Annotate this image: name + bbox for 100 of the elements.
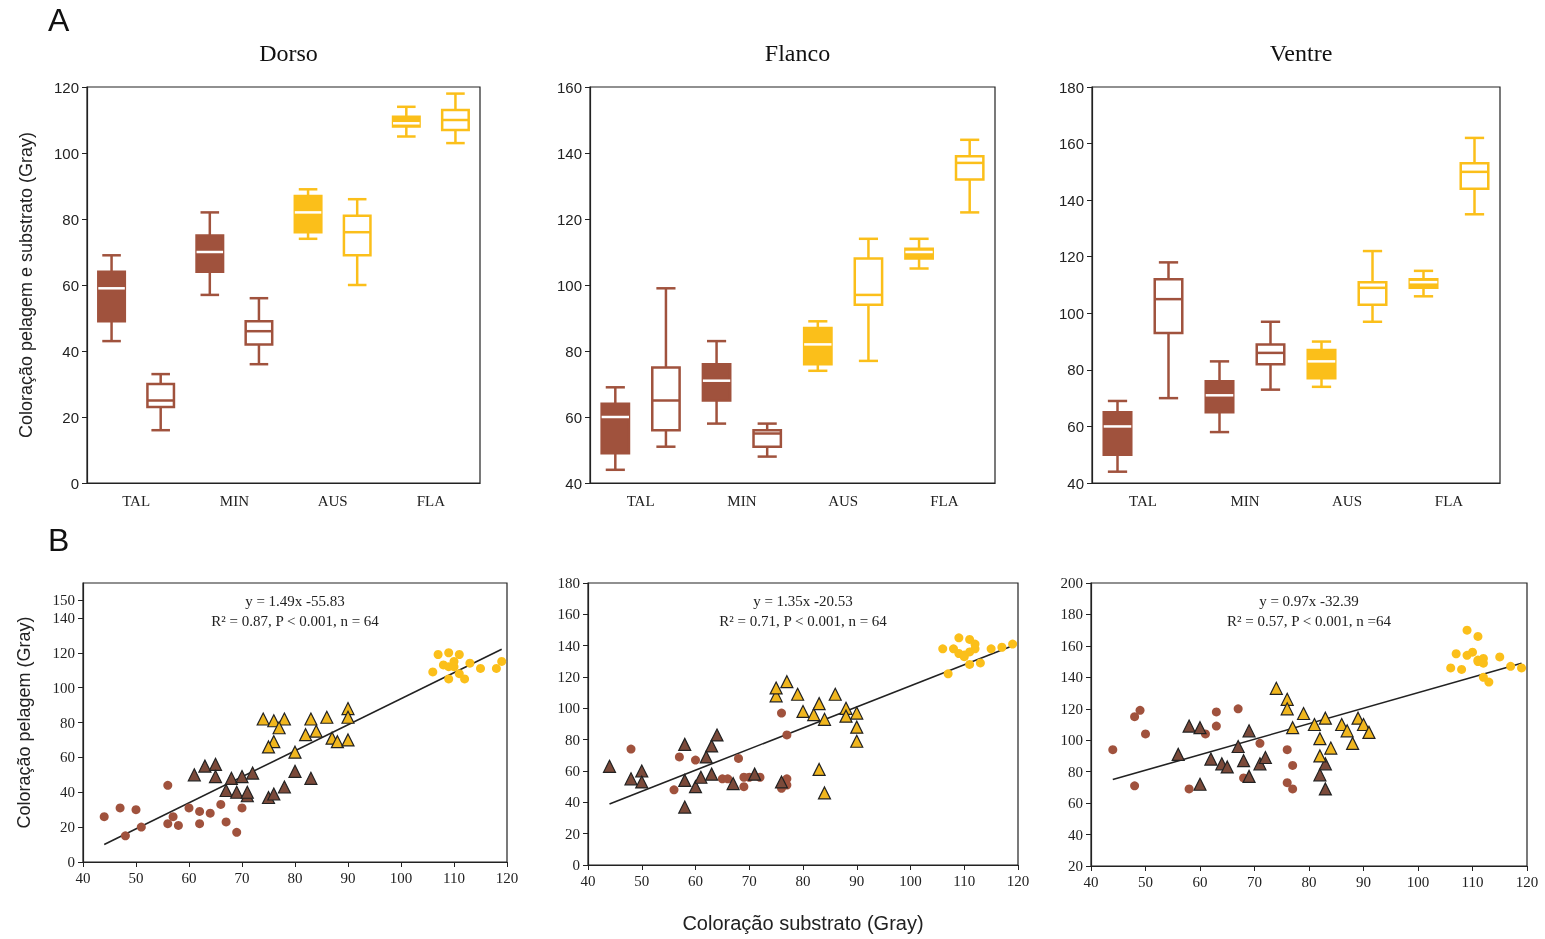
y-tick-label: 140: [557, 637, 580, 654]
annotation: R² = 0.57, P < 0.001, n =64: [1227, 613, 1392, 629]
text: B: [48, 522, 70, 558]
y-tick-label: 80: [565, 342, 582, 360]
annotation: R² = 0.87, P < 0.001, n = 64: [211, 613, 380, 629]
x-tick-label: 120: [1006, 872, 1030, 889]
x-tick-label: 100: [1406, 873, 1430, 890]
y-tick-label: 60: [565, 408, 582, 426]
y-tick-label: 160: [557, 606, 580, 623]
y-tick-label: 80: [62, 210, 79, 228]
text: A: [48, 2, 70, 38]
y-tick-label: 40: [565, 794, 580, 811]
y-tick-label: 140: [1060, 669, 1083, 686]
y-tick-label: 0: [67, 854, 75, 870]
y-tick-label: 100: [53, 144, 79, 162]
y-axis-title: Coloração pelagem e substrato (Gray): [16, 131, 36, 439]
y-tick-label: 80: [565, 731, 580, 748]
x-tick-label: 120: [1515, 873, 1539, 890]
x-tick-label: 80: [1301, 873, 1317, 890]
y-tick-label: 60: [1068, 795, 1083, 812]
x-tick-label: FLA: [930, 492, 959, 509]
x-tick-label: 90: [849, 872, 865, 889]
x-tick-label: 70: [1247, 873, 1262, 890]
y-tick-label: 160: [1058, 135, 1084, 153]
y-tick-label: 120: [557, 669, 580, 685]
annotation: y = 1.49x -55.83: [245, 593, 345, 609]
y-tick-label: 40: [565, 474, 582, 492]
y-tick-label: 180: [557, 575, 580, 591]
y-tick-label: 20: [565, 825, 580, 842]
y-tick-label: 60: [62, 276, 79, 294]
x-tick-label: MIN: [1230, 492, 1260, 509]
y-tick-label: 120: [1060, 700, 1083, 717]
y-axis-title: Coloração pelagem (Gray): [14, 616, 34, 829]
x-tick-label: 80: [795, 872, 811, 889]
x-tick-label: 70: [234, 869, 250, 886]
x-tick-label: MIN: [219, 492, 250, 509]
y-tick-label: 140: [1058, 191, 1084, 209]
y-tick-label: 100: [556, 276, 582, 294]
x-tick-label: 100: [899, 872, 922, 889]
y-tick-label: 150: [52, 592, 75, 609]
y-tick-label: 0: [572, 857, 580, 873]
x-tick-label: 60: [688, 872, 703, 889]
y-tick-label: 100: [557, 700, 580, 717]
y-tick-label: 180: [1058, 78, 1084, 96]
y-tick-label: 60: [1067, 417, 1084, 435]
y-tick-label: 40: [1068, 826, 1083, 843]
y-tick-label: 200: [1060, 575, 1083, 591]
y-tick-label: 100: [52, 679, 75, 696]
y-tick-label: 0: [70, 474, 79, 492]
y-tick-label: 20: [60, 819, 75, 836]
y-tick-label: 140: [556, 144, 582, 162]
y-tick-label: 120: [52, 644, 75, 661]
y-tick-label: 120: [53, 78, 79, 96]
x-tick-label: 50: [634, 872, 650, 889]
x-tick-label: TAL: [122, 492, 151, 509]
y-tick-label: 20: [1068, 858, 1083, 874]
x-tick-label: 80: [287, 869, 303, 886]
x-tick-label: TAL: [626, 492, 655, 509]
x-tick-label: 110: [443, 869, 465, 886]
x-tick-label: 100: [389, 869, 413, 886]
x-tick-label: 90: [1356, 873, 1371, 890]
x-tick-label: 50: [1138, 873, 1153, 890]
y-tick-label: 120: [1058, 248, 1084, 266]
x-tick-label: 50: [128, 869, 144, 886]
chart-title: Dorso: [259, 40, 318, 66]
x-tick-label: FLA: [1434, 492, 1464, 509]
y-tick-label: 40: [62, 342, 79, 360]
y-tick-label: 80: [1067, 361, 1084, 379]
annotation: y = 1.35x -20.53: [753, 593, 853, 609]
x-tick-label: FLA: [416, 492, 446, 509]
x-tick-label: 90: [340, 869, 356, 886]
y-tick-label: 120: [556, 210, 582, 228]
chart-title: Flanco: [764, 40, 831, 66]
x-tick-label: 110: [1461, 873, 1484, 890]
x-tick-label: 40: [580, 872, 596, 889]
x-tick-label: 110: [953, 872, 976, 889]
y-tick-label: 160: [1060, 637, 1083, 654]
y-tick-label: 20: [62, 408, 79, 426]
y-tick-label: 140: [52, 609, 75, 626]
x-axis-title: Coloração substrato (Gray): [682, 912, 924, 934]
x-tick-label: TAL: [1129, 492, 1157, 509]
y-tick-label: 60: [565, 763, 580, 779]
x-tick-label: AUS: [1331, 492, 1363, 509]
y-tick-label: 160: [556, 78, 582, 96]
x-tick-label: MIN: [727, 492, 757, 509]
y-tick-label: 80: [60, 714, 75, 731]
y-tick-label: 180: [1060, 606, 1083, 623]
x-tick-label: AUS: [317, 492, 348, 509]
annotation: y = 0.97x -32.39: [1259, 593, 1359, 609]
chart-title: Ventre: [1269, 40, 1333, 66]
y-tick-label: 100: [1058, 304, 1084, 322]
x-tick-label: 40: [1083, 873, 1099, 890]
x-tick-label: AUS: [828, 492, 859, 509]
y-tick-label: 80: [1068, 763, 1083, 780]
x-tick-label: 120: [495, 869, 519, 886]
annotation: R² = 0.71, P < 0.001, n = 64: [719, 613, 888, 629]
x-tick-label: 70: [741, 872, 757, 889]
y-tick-label: 100: [1060, 732, 1083, 749]
x-tick-label: 60: [1192, 873, 1208, 890]
y-tick-label: 40: [1067, 474, 1084, 492]
